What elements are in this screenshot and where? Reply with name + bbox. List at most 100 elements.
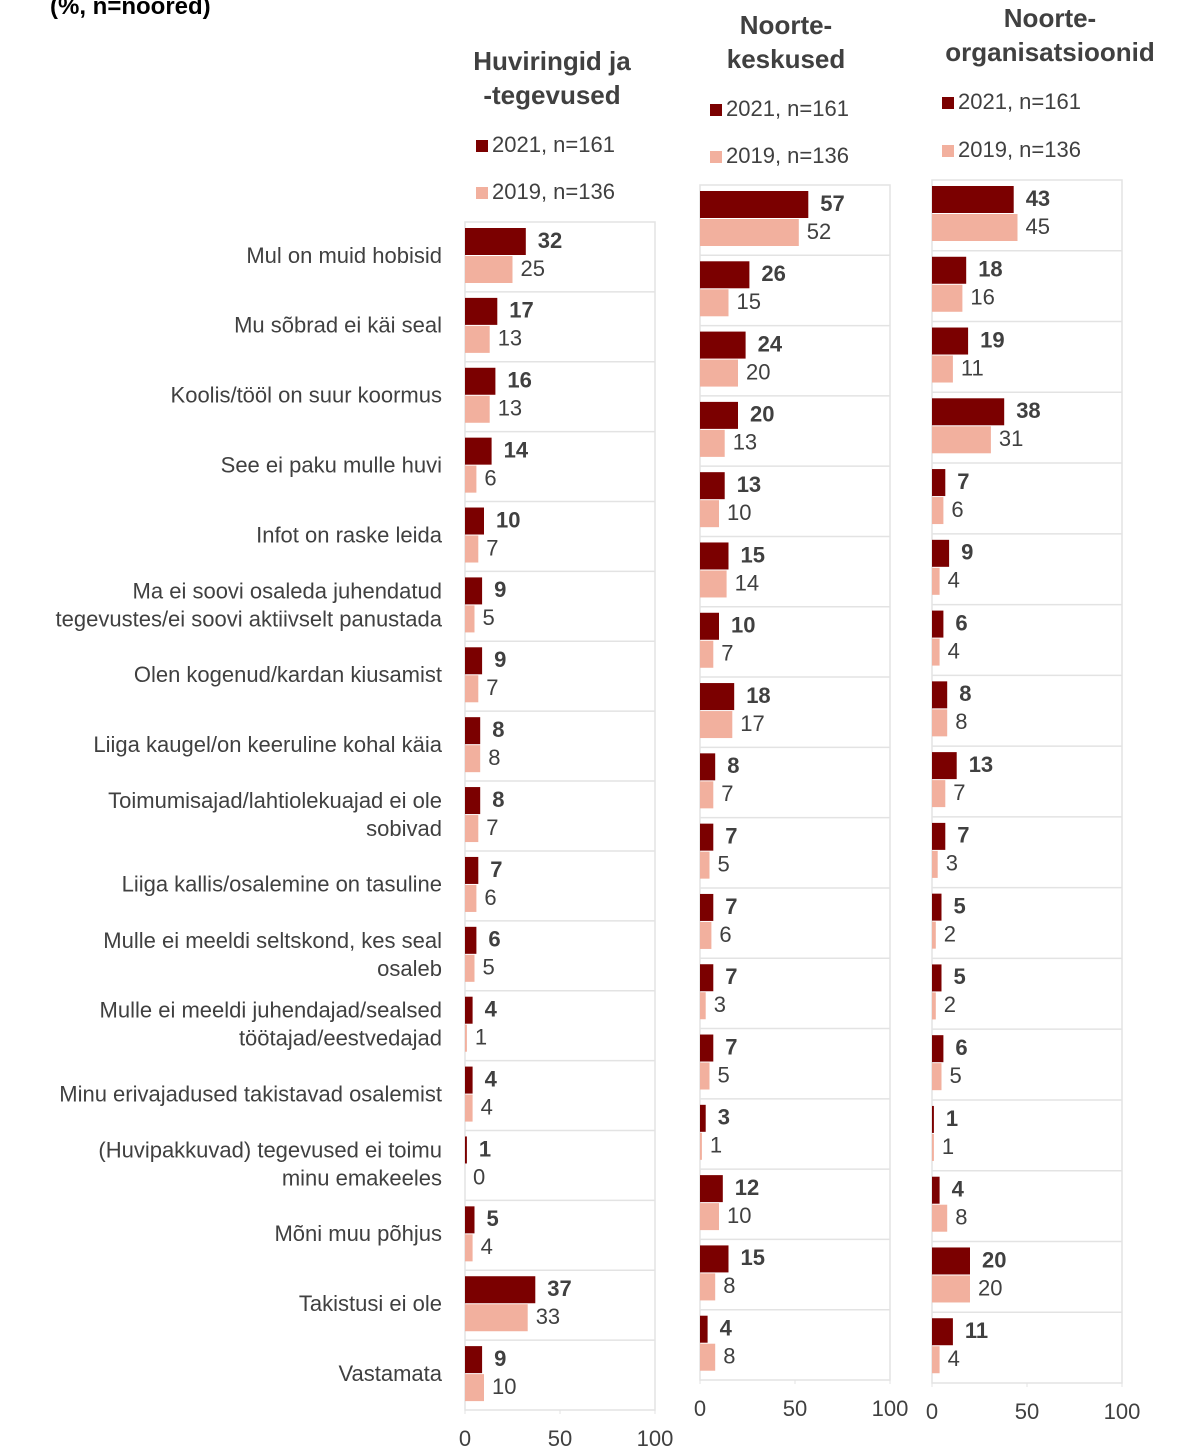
panel-title: Noorte-keskused bbox=[727, 10, 846, 74]
data-label: 4 bbox=[948, 568, 960, 593]
data-label: 7 bbox=[725, 964, 737, 989]
bar bbox=[700, 1104, 706, 1132]
data-label: 1 bbox=[475, 1025, 487, 1050]
category-label: Koolis/tööl on suur koormus bbox=[171, 383, 442, 408]
category-label: (Huvipakkuvad) tegevused ei toimu minu em… bbox=[98, 1137, 442, 1190]
bar bbox=[932, 893, 942, 921]
bar bbox=[700, 1343, 716, 1371]
category-label: Infot on raske leida bbox=[256, 522, 443, 547]
data-label: 8 bbox=[955, 709, 967, 734]
bar bbox=[700, 1315, 708, 1343]
panel-title: Huviringid ja -tegevused bbox=[473, 46, 631, 110]
data-label: 7 bbox=[725, 823, 737, 848]
bar bbox=[465, 787, 481, 815]
legend-swatch bbox=[476, 187, 488, 199]
data-label: 31 bbox=[999, 426, 1023, 451]
legend-label: 2019, n=136 bbox=[958, 137, 1081, 162]
bar bbox=[465, 1066, 473, 1094]
data-label: 1 bbox=[479, 1136, 491, 1161]
data-label: 4 bbox=[948, 1346, 960, 1371]
legend-label: 2019, n=136 bbox=[492, 179, 615, 204]
data-label: 5 bbox=[950, 1063, 962, 1088]
data-label: 4 bbox=[948, 638, 960, 663]
data-label: 0 bbox=[473, 1164, 485, 1189]
data-label: 1 bbox=[942, 1134, 954, 1159]
category-label: Mulle ei meeldi seltskond, kes seal osale… bbox=[103, 928, 442, 981]
category-label: Mu sõbrad ei käi seal bbox=[234, 313, 442, 338]
data-label: 5 bbox=[954, 893, 966, 918]
bar bbox=[700, 823, 714, 851]
data-label: 8 bbox=[727, 753, 739, 778]
bar bbox=[465, 675, 479, 703]
data-label: 37 bbox=[547, 1276, 571, 1301]
data-label: 10 bbox=[731, 613, 755, 638]
data-label: 13 bbox=[969, 752, 993, 777]
data-label: 45 bbox=[1026, 214, 1050, 239]
bar bbox=[465, 1206, 475, 1234]
data-label: 10 bbox=[492, 1374, 516, 1399]
data-label: 13 bbox=[498, 326, 522, 351]
data-label: 7 bbox=[486, 535, 498, 560]
bar bbox=[465, 437, 492, 465]
bar bbox=[465, 954, 475, 982]
data-label: 20 bbox=[978, 1275, 1002, 1300]
bar bbox=[932, 539, 950, 567]
category-label: Liiga kaugel/on keeruline kohal käia bbox=[93, 732, 442, 757]
data-label: 6 bbox=[484, 465, 496, 490]
category-label: Ma ei soovi osaleda juhendatud tegevustes… bbox=[56, 578, 443, 631]
data-label: 8 bbox=[955, 1205, 967, 1230]
data-label: 1 bbox=[710, 1133, 722, 1158]
data-label: 20 bbox=[982, 1247, 1006, 1272]
data-label: 17 bbox=[740, 711, 764, 736]
x-tick-label: 50 bbox=[1015, 1399, 1039, 1424]
bar bbox=[700, 753, 716, 781]
bar bbox=[932, 850, 938, 878]
category-label: Olen kogenud/kardan kiusamist bbox=[134, 662, 442, 687]
data-label: 7 bbox=[953, 780, 965, 805]
data-label: 13 bbox=[498, 396, 522, 421]
data-label: 10 bbox=[496, 507, 520, 532]
bar bbox=[465, 856, 479, 884]
legend-swatch bbox=[710, 151, 722, 163]
bar bbox=[700, 1132, 702, 1160]
bar bbox=[700, 289, 729, 317]
x-tick-label: 50 bbox=[548, 1426, 572, 1451]
bar bbox=[700, 1175, 723, 1203]
data-label: 5 bbox=[487, 1206, 499, 1231]
data-label: 38 bbox=[1016, 398, 1040, 423]
bar bbox=[465, 1276, 536, 1304]
data-label: 24 bbox=[758, 331, 783, 356]
bar bbox=[932, 780, 946, 808]
legend-swatch bbox=[710, 104, 722, 116]
legend-label: 2019, n=136 bbox=[726, 143, 849, 168]
bar bbox=[465, 367, 496, 395]
data-label: 7 bbox=[725, 1034, 737, 1059]
bar bbox=[700, 401, 738, 429]
data-label: 7 bbox=[725, 894, 737, 919]
data-label: 2 bbox=[944, 921, 956, 946]
bar bbox=[700, 921, 712, 949]
data-label: 19 bbox=[980, 327, 1004, 352]
bar bbox=[932, 214, 1018, 241]
data-label: 8 bbox=[723, 1273, 735, 1298]
bar bbox=[932, 709, 948, 737]
bar bbox=[932, 752, 957, 780]
category-label: Takistusi ei ole bbox=[299, 1291, 442, 1316]
data-label: 3 bbox=[718, 1105, 730, 1130]
bar bbox=[932, 469, 946, 497]
legend-label: 2021, n=161 bbox=[726, 96, 849, 121]
bar bbox=[465, 325, 490, 353]
data-label: 43 bbox=[1026, 186, 1050, 211]
category-label: Mul on muid hobisid bbox=[246, 243, 442, 268]
bar bbox=[932, 284, 963, 312]
bar bbox=[700, 711, 733, 739]
x-tick-label: 50 bbox=[783, 1396, 807, 1421]
bar bbox=[700, 992, 706, 1020]
data-label: 15 bbox=[741, 1245, 765, 1270]
data-label: 17 bbox=[509, 298, 533, 323]
bar bbox=[700, 261, 750, 289]
bar bbox=[932, 1133, 934, 1161]
bar bbox=[700, 429, 725, 457]
bar bbox=[932, 186, 1014, 213]
bar bbox=[932, 327, 969, 355]
